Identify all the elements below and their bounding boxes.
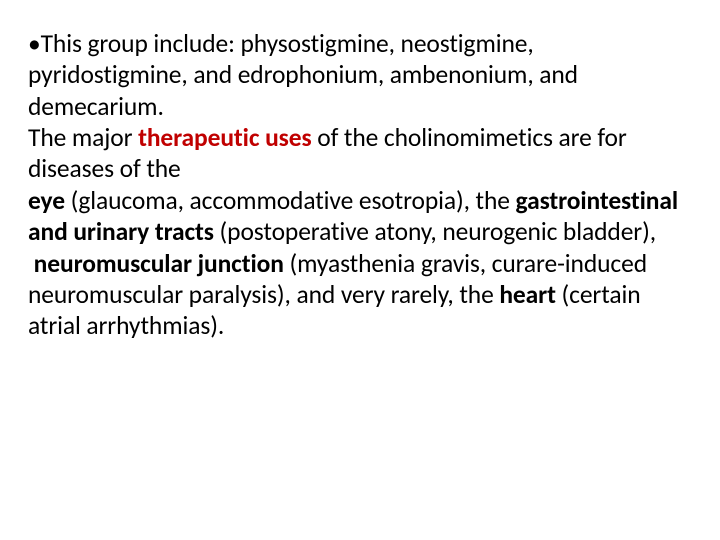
text-group-include: This group include: physostigmine, neost… <box>28 28 584 122</box>
bullet-glyph: • <box>28 28 41 59</box>
paragraph-uses: The major therapeutic uses of the cholin… <box>28 122 632 184</box>
text-heart: heart <box>499 279 556 310</box>
paragraph-eye-gi: eye (glaucoma, accommodative esotropia),… <box>28 185 684 247</box>
bullet-item-1: •This group include: physostigmine, neos… <box>28 28 698 122</box>
text-eye: eye <box>28 185 65 216</box>
slide: •This group include: physostigmine, neos… <box>0 0 720 540</box>
text-therapeutic-uses: therapeutic uses <box>138 122 317 153</box>
paragraph-nmj-heart: neuromuscular junction (myasthenia gravi… <box>28 248 653 342</box>
text-glaucoma: (glaucoma, accommodative esotropia), the <box>65 185 516 216</box>
text-postop: (postoperative atony, neurogenic bladder… <box>214 216 656 247</box>
slide-body: •This group include: physostigmine, neos… <box>28 28 698 342</box>
text-nmj: neuromuscular junction <box>28 248 284 279</box>
text-the-major: The major <box>28 122 138 153</box>
